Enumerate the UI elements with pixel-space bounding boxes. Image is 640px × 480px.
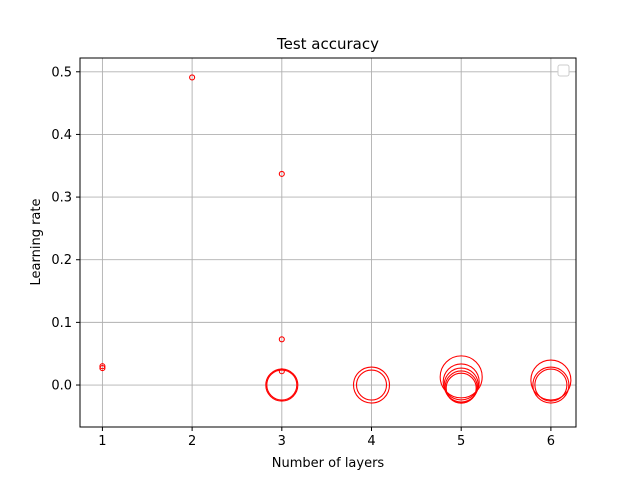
x-tick-label: 6 [547,434,555,449]
data-point [189,74,196,81]
x-tick-label: 3 [278,434,286,449]
y-tick-label: 0.1 [51,316,72,331]
y-tick-label: 0.0 [51,379,72,394]
x-tick-label: 2 [188,434,196,449]
legend-box [557,64,570,77]
y-tick-label: 0.5 [51,65,72,80]
data-point [352,366,391,404]
x-tick-label: 1 [98,434,106,449]
data-point [266,369,298,401]
data-points [99,74,572,404]
y-axis-label: Learning rate [29,199,44,286]
data-point [278,336,285,343]
data-point [99,363,106,370]
data-point [530,359,572,401]
data-point [355,369,388,401]
data-point [443,367,479,403]
x-tick-label: 5 [457,434,465,449]
y-tick-label: 0.4 [51,128,72,143]
y-tick-label: 0.2 [51,253,72,268]
data-point [439,355,483,399]
chart-title: Test accuracy [276,35,379,53]
data-point [534,368,568,402]
data-point [532,366,570,404]
grid [80,58,576,427]
x-tick-label: 4 [367,434,375,449]
data-point [99,365,106,372]
data-point [442,363,480,401]
data-point [278,170,285,177]
data-point [265,368,299,402]
plot-frame [79,57,577,428]
axis-ticks: 1 2 3 4 5 6 0.0 0.1 0.2 0.3 0.4 0.5 [51,65,555,449]
x-axis-label: Number of layers [272,456,385,471]
data-point [445,372,477,404]
y-tick-label: 0.3 [51,191,72,206]
